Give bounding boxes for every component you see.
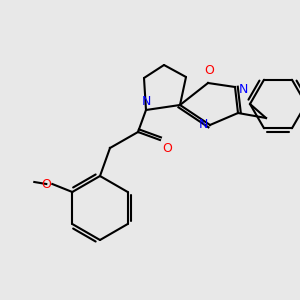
Text: N: N [239, 83, 248, 96]
Text: O: O [204, 64, 214, 77]
Text: N: N [199, 118, 208, 130]
Text: O: O [41, 178, 51, 190]
Text: O: O [162, 142, 172, 155]
Text: N: N [141, 95, 151, 108]
